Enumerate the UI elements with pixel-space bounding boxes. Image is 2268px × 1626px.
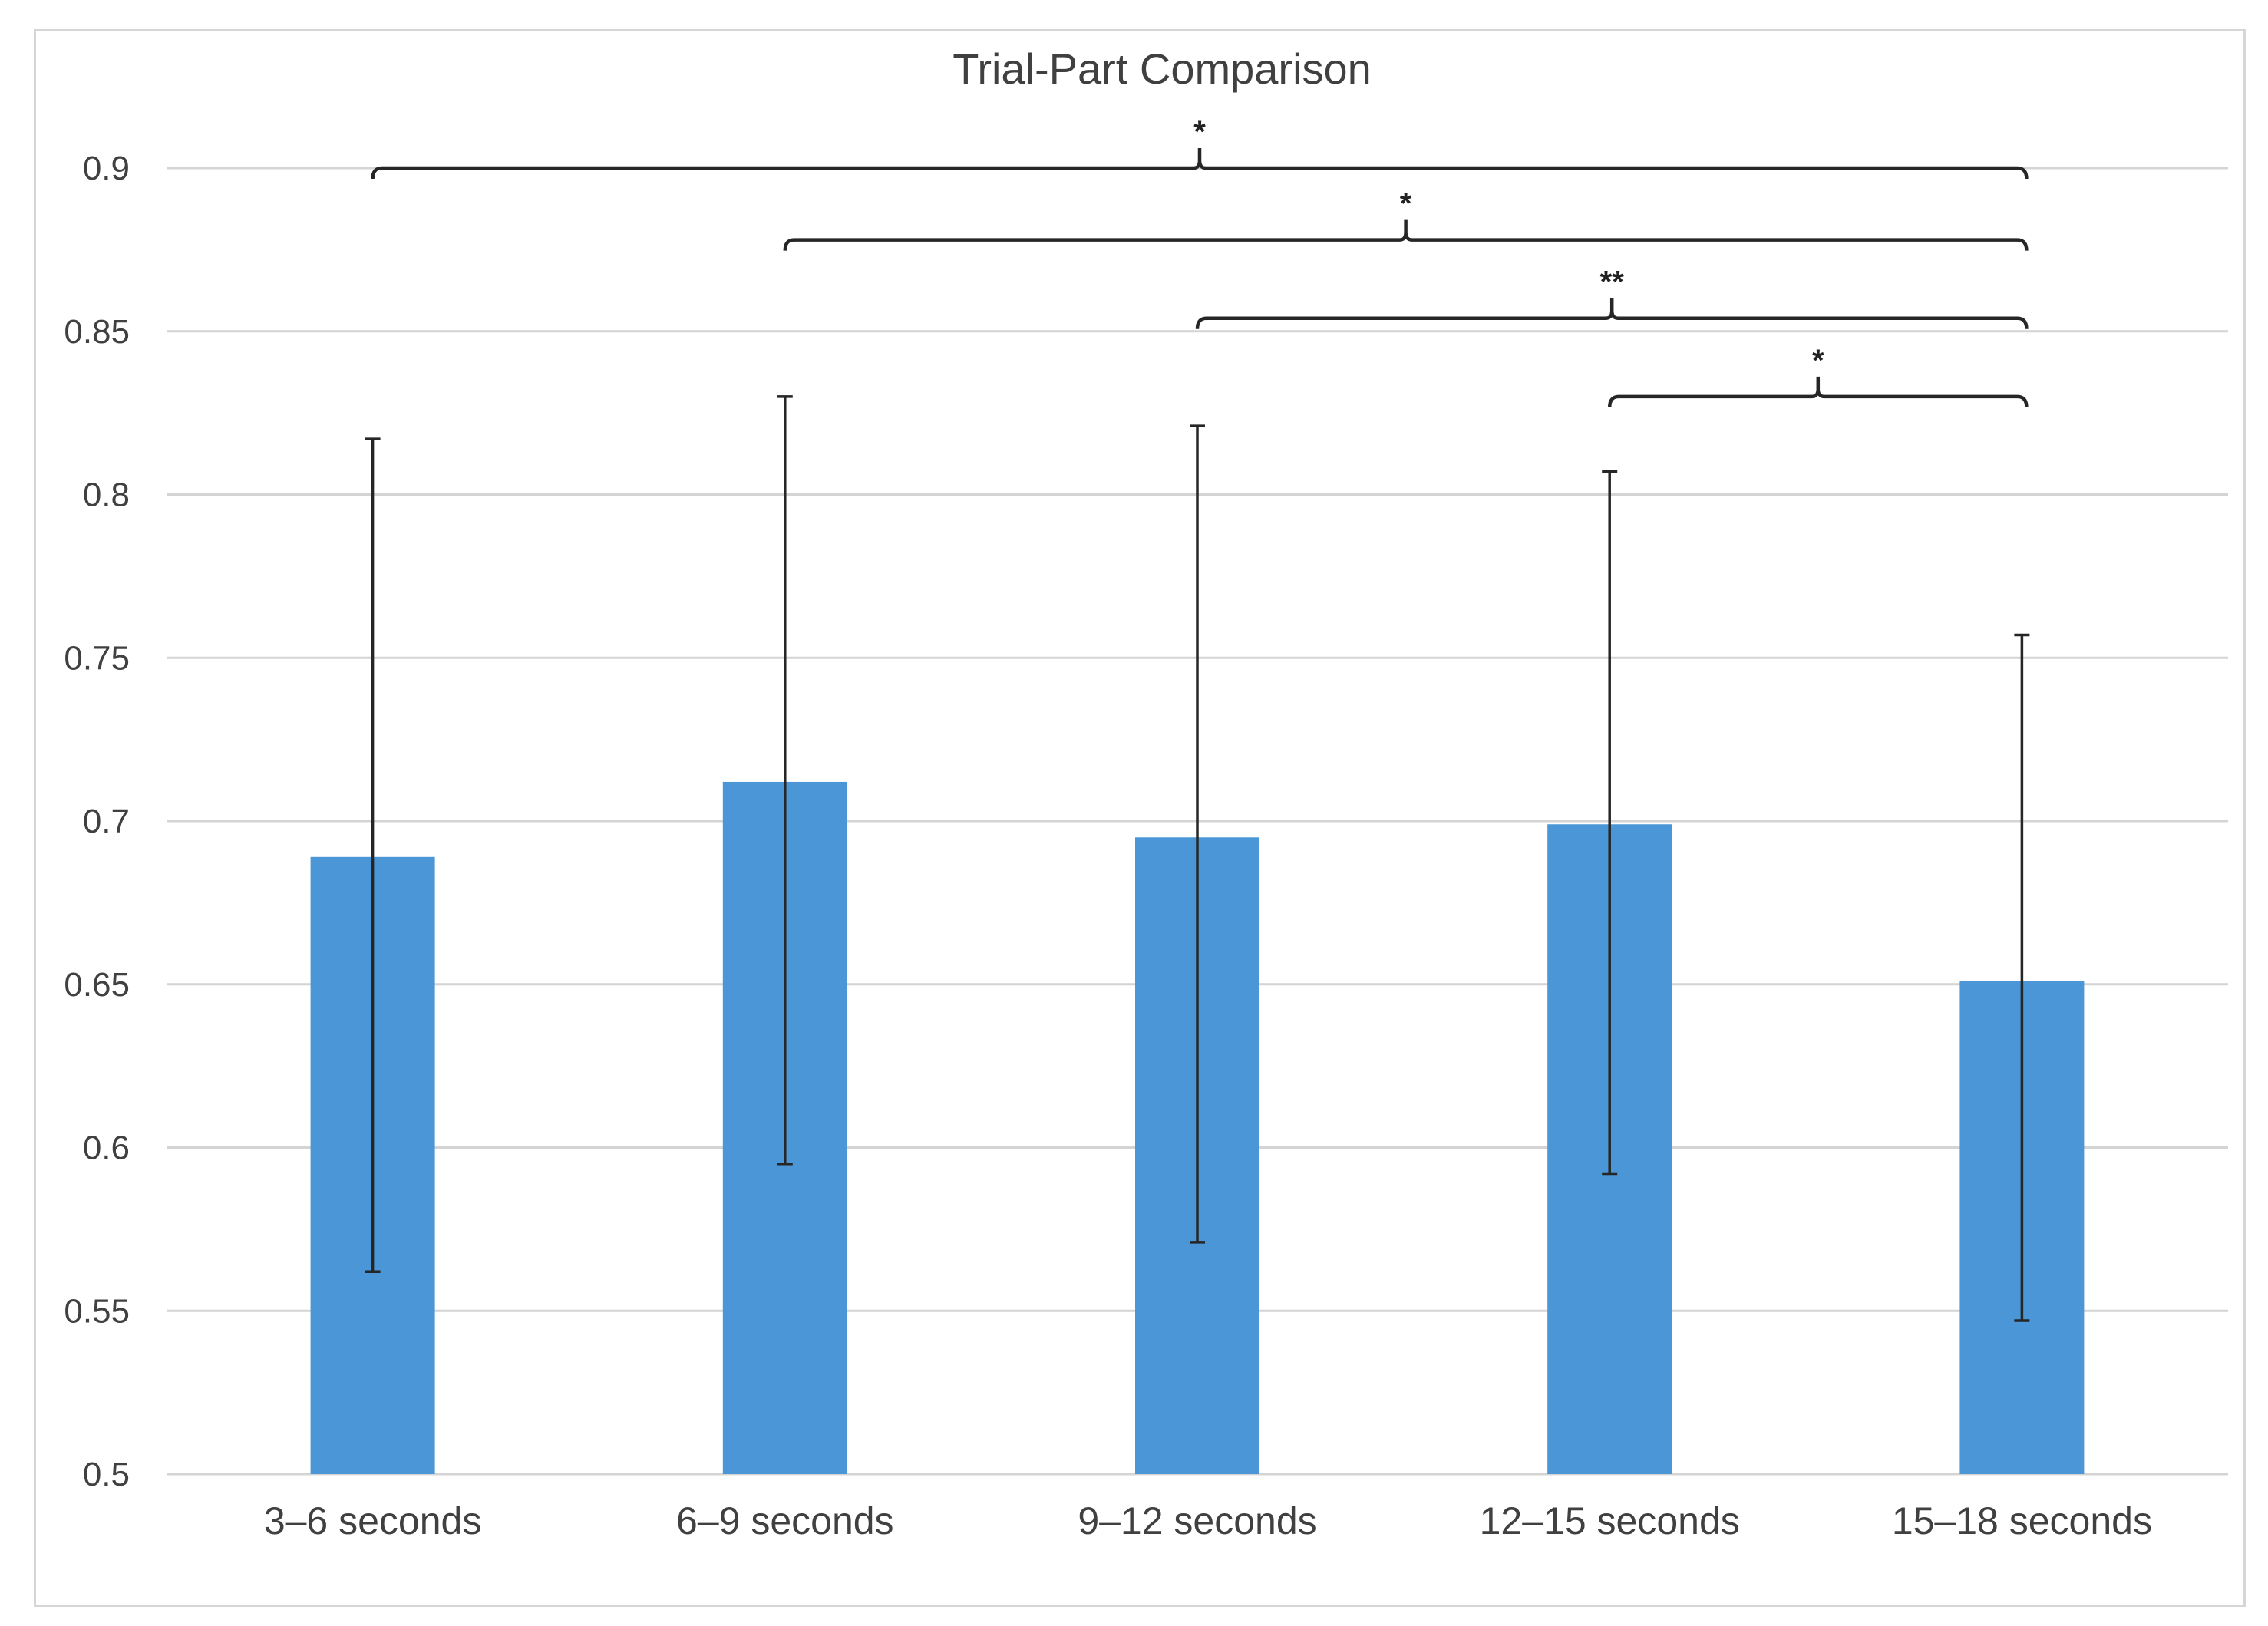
- y-tick-label: 0.7: [83, 803, 130, 840]
- significance-label: *: [1812, 344, 1824, 378]
- y-tick-label: 0.85: [64, 313, 130, 351]
- y-tick-label: 0.55: [64, 1292, 130, 1330]
- chart-title: Trial-Part Comparison: [952, 45, 1372, 93]
- y-tick-label: 0.6: [83, 1130, 130, 1167]
- y-axis-ticks: 0.5 0.55 0.6 0.65 0.7 0.75 0.8 0.85 0.9: [64, 150, 130, 1493]
- error-bars: [365, 395, 2030, 1322]
- y-tick-label: 0.75: [64, 639, 130, 677]
- significance-label: *: [1193, 115, 1206, 149]
- significance-bracket: [371, 148, 2029, 180]
- significance-label: *: [1400, 187, 1412, 221]
- significance-brackets: *****: [371, 115, 2029, 407]
- significance-bracket: [1195, 298, 2029, 329]
- x-category-label: 6–9 seconds: [676, 1499, 894, 1542]
- x-category-label: 9–12 seconds: [1078, 1499, 1316, 1542]
- chart-frame: Trial-Part Comparison 0.5 0.55 0.6 0.65 0.7 0…: [34, 29, 2246, 1607]
- significance-bracket: [783, 219, 2029, 251]
- significance-bracket: [1607, 376, 2029, 407]
- bar-chart: Trial-Part Comparison 0.50.550.60.650.70…: [64, 45, 2228, 1542]
- x-category-label: 12–15 seconds: [1480, 1499, 1740, 1542]
- y-tick-label: 0.5: [83, 1456, 130, 1493]
- y-tick-label: 0.8: [83, 477, 130, 514]
- significance-label: **: [1600, 266, 1625, 299]
- x-axis-categories: 3–6 seconds 6–9 seconds 9–12 seconds 12–15 …: [264, 1499, 2152, 1542]
- x-category-label: 15–18 seconds: [1892, 1499, 2152, 1542]
- y-tick-label: 0.9: [83, 150, 130, 187]
- y-tick-label: 0.65: [64, 966, 130, 1004]
- x-category-label: 3–6 seconds: [264, 1499, 482, 1542]
